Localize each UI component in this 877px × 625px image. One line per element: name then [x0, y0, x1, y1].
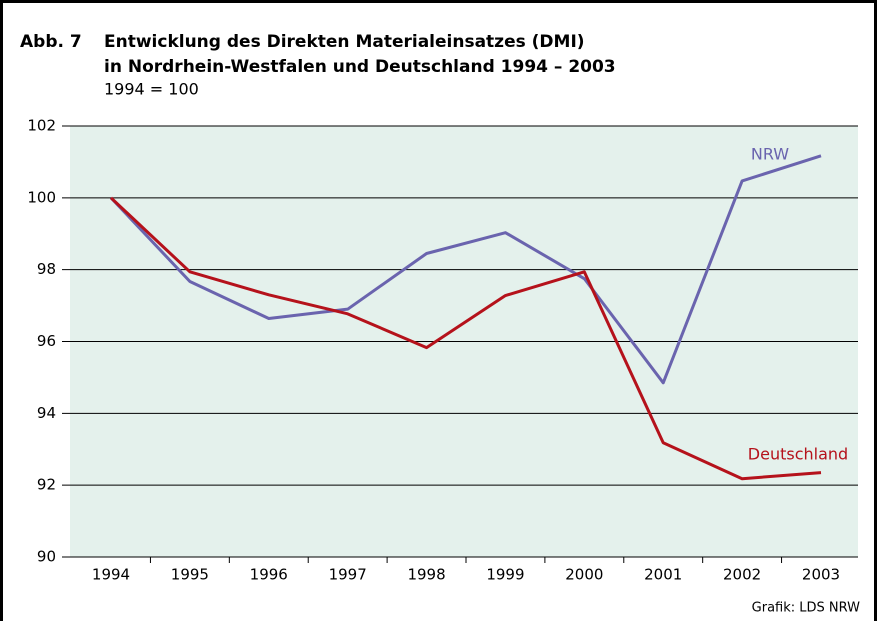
chart-subtitle: 1994 = 100 — [104, 80, 199, 99]
y-tick-label: 102 — [27, 117, 56, 135]
series-label: Deutschland — [748, 445, 848, 464]
y-tick-label: 90 — [37, 548, 56, 566]
chart-title: in Nordrhein-Westfalen und Deutschland 1… — [104, 57, 616, 77]
series-label: NRW — [751, 145, 789, 164]
x-tick-label: 2000 — [565, 566, 603, 584]
y-tick-label: 92 — [37, 476, 56, 494]
series-line — [109, 196, 822, 481]
y-tick-label: 100 — [27, 188, 56, 206]
x-tick-label: 1994 — [92, 566, 130, 584]
x-tick-label: 1995 — [171, 566, 209, 584]
x-tick-label: 2001 — [644, 566, 682, 584]
x-tick-label: 1998 — [407, 566, 445, 584]
x-tick-label: 2002 — [723, 566, 761, 584]
series-line — [109, 154, 822, 385]
figure-label: Abb. 7 — [20, 32, 82, 52]
x-tick-label: 1999 — [486, 566, 524, 584]
y-tick-label: 98 — [37, 260, 56, 278]
x-tick-label: 1997 — [329, 566, 367, 584]
y-tick-label: 94 — [37, 404, 56, 422]
source: Grafik: LDS NRW — [752, 601, 860, 616]
x-tick-label: 1996 — [250, 566, 288, 584]
x-tick-label: 2003 — [802, 566, 840, 584]
chart-title: Entwicklung des Direkten Materialeinsatz… — [104, 32, 585, 52]
y-tick-label: 96 — [37, 332, 56, 350]
